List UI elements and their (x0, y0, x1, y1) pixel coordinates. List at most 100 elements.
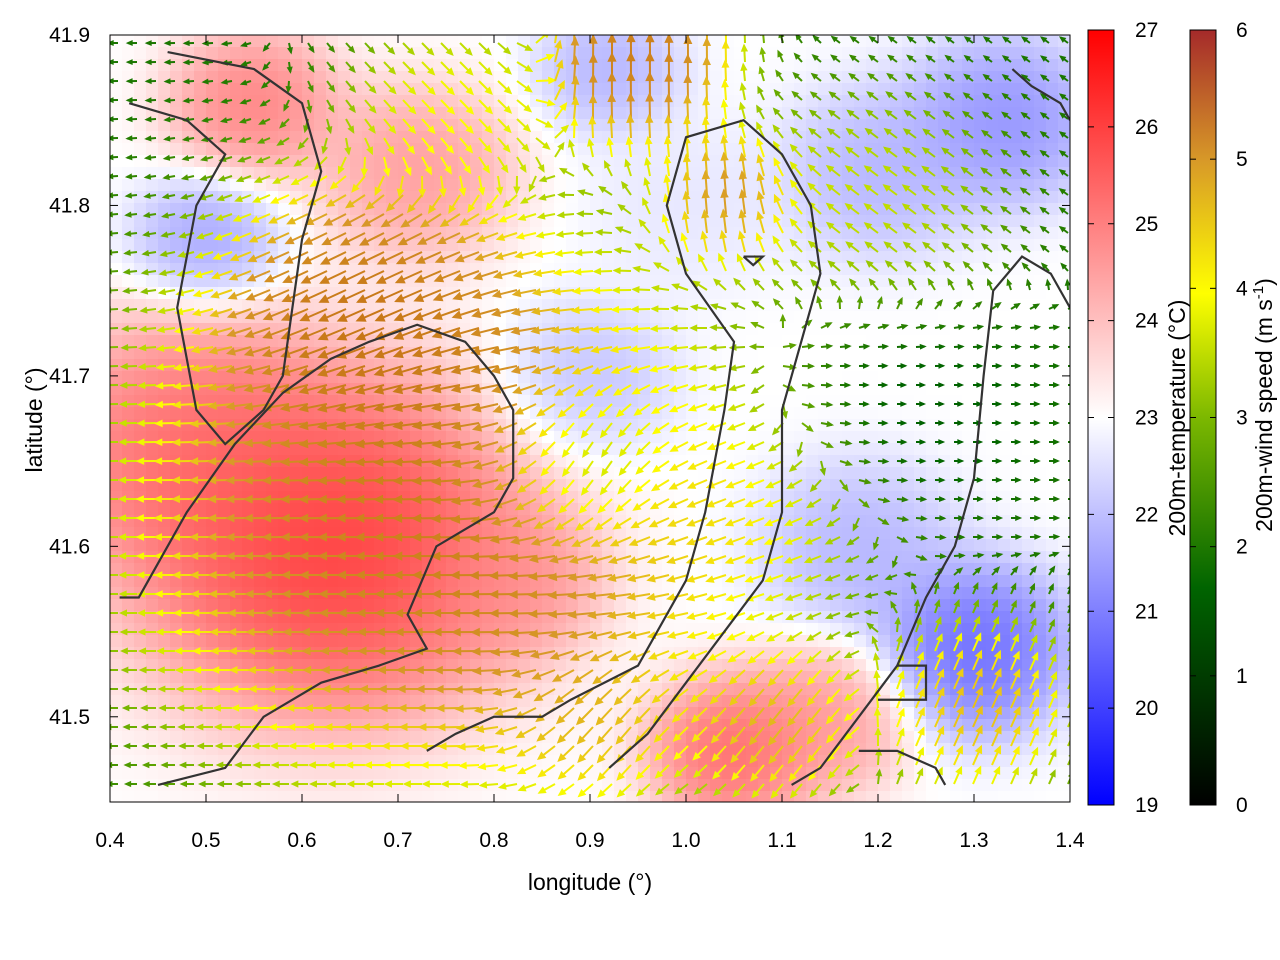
heatmap-cell (170, 671, 183, 684)
heatmap-cell (110, 599, 123, 612)
heatmap-cell (158, 275, 171, 288)
heatmap-cell (626, 215, 639, 228)
heatmap-cell (530, 275, 543, 288)
heatmap-cell (914, 371, 927, 384)
heatmap-cell (422, 623, 435, 636)
heatmap-cell (698, 431, 711, 444)
heatmap-cell (614, 191, 627, 204)
heatmap-cell (1034, 311, 1047, 324)
heatmap-cell (926, 443, 939, 456)
heatmap-cell (842, 419, 855, 432)
heatmap-cell (146, 731, 159, 744)
heatmap-cell (638, 143, 651, 156)
heatmap-cell (542, 335, 555, 348)
heatmap-cell (494, 335, 507, 348)
heatmap-cell (950, 467, 963, 480)
heatmap-cell (314, 695, 327, 708)
heatmap-cell (446, 635, 459, 648)
heatmap-cell (914, 167, 927, 180)
heatmap-cell (482, 635, 495, 648)
heatmap-cell (782, 431, 795, 444)
heatmap-cell (770, 563, 783, 576)
heatmap-cell (422, 491, 435, 504)
heatmap-cell (614, 71, 627, 84)
heatmap-cell (1046, 539, 1059, 552)
heatmap-cell (242, 671, 255, 684)
heatmap-cell (1034, 215, 1047, 228)
heatmap-cell (602, 167, 615, 180)
heatmap-cell (278, 47, 291, 60)
heatmap-cell (230, 95, 243, 108)
heatmap-cell (1046, 71, 1059, 84)
heatmap-cell (110, 443, 123, 456)
heatmap-cell (470, 335, 483, 348)
heatmap-cell (866, 299, 879, 312)
heatmap-cell (374, 83, 387, 96)
heatmap-cell (854, 143, 867, 156)
heatmap-cell (866, 443, 879, 456)
heatmap-cell (206, 119, 219, 132)
heatmap-cell (314, 47, 327, 60)
heatmap-cell (170, 59, 183, 72)
heatmap-cell (986, 215, 999, 228)
heatmap-cell (854, 83, 867, 96)
heatmap-cell (1022, 119, 1035, 132)
heatmap-cell (770, 335, 783, 348)
heatmap-cell (950, 287, 963, 300)
heatmap-cell (446, 179, 459, 192)
heatmap-cell (878, 275, 891, 288)
heatmap-cell (866, 527, 879, 540)
heatmap-cell (182, 83, 195, 96)
heatmap-cell (158, 119, 171, 132)
heatmap-cell (290, 515, 303, 528)
heatmap-cell (926, 395, 939, 408)
heatmap-cell (650, 95, 663, 108)
heatmap-cell (674, 59, 687, 72)
heatmap-cell (614, 311, 627, 324)
heatmap-cell (746, 71, 759, 84)
heatmap-cell (890, 719, 903, 732)
heatmap-cell (362, 191, 375, 204)
heatmap-cell (638, 107, 651, 120)
heatmap-cell (782, 131, 795, 144)
heatmap-cell (578, 59, 591, 72)
heatmap-cell (1034, 251, 1047, 264)
heatmap-cell (902, 503, 915, 516)
heatmap-cell (818, 407, 831, 420)
heatmap-cell (566, 275, 579, 288)
heatmap-cell (398, 635, 411, 648)
heatmap-cell (998, 83, 1011, 96)
heatmap-cell (1010, 95, 1023, 108)
heatmap-cell (854, 131, 867, 144)
heatmap-cell (146, 467, 159, 480)
heatmap-cell (734, 563, 747, 576)
heatmap-cell (1034, 191, 1047, 204)
heatmap-cell (746, 179, 759, 192)
heatmap-cell (914, 575, 927, 588)
heatmap-cell (314, 599, 327, 612)
heatmap-cell (1058, 539, 1070, 552)
heatmap-cell (446, 131, 459, 144)
heatmap-cell (950, 395, 963, 408)
heatmap-cell (830, 107, 843, 120)
heatmap-cell (458, 155, 471, 168)
heatmap-cell (590, 215, 603, 228)
heatmap-cell (290, 203, 303, 216)
heatmap-cell (974, 59, 987, 72)
heatmap-cell (326, 155, 339, 168)
heatmap-cell (602, 215, 615, 228)
heatmap-cell (194, 95, 207, 108)
heatmap-cell (110, 731, 123, 744)
heatmap-cell (242, 779, 255, 792)
heatmap-cell (350, 767, 363, 780)
heatmap-cell (710, 191, 723, 204)
heatmap-cell (794, 503, 807, 516)
heatmap-cell (698, 347, 711, 360)
heatmap-cell (446, 467, 459, 480)
heatmap-cell (146, 239, 159, 252)
heatmap-cell (746, 191, 759, 204)
heatmap-cell (902, 587, 915, 600)
heatmap-cell (1022, 743, 1035, 756)
heatmap-cell (266, 539, 279, 552)
heatmap-cell (266, 695, 279, 708)
